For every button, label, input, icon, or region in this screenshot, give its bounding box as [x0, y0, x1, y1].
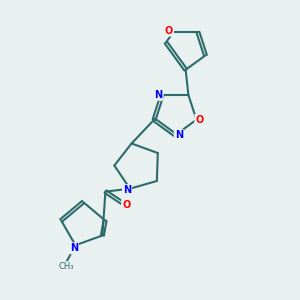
Text: N: N	[70, 243, 78, 253]
Text: O: O	[122, 200, 130, 210]
Text: CH₃: CH₃	[59, 262, 74, 271]
Text: N: N	[123, 185, 131, 195]
Text: N: N	[175, 130, 183, 140]
Text: O: O	[195, 115, 204, 125]
Text: N: N	[154, 90, 163, 100]
Text: O: O	[165, 26, 173, 36]
